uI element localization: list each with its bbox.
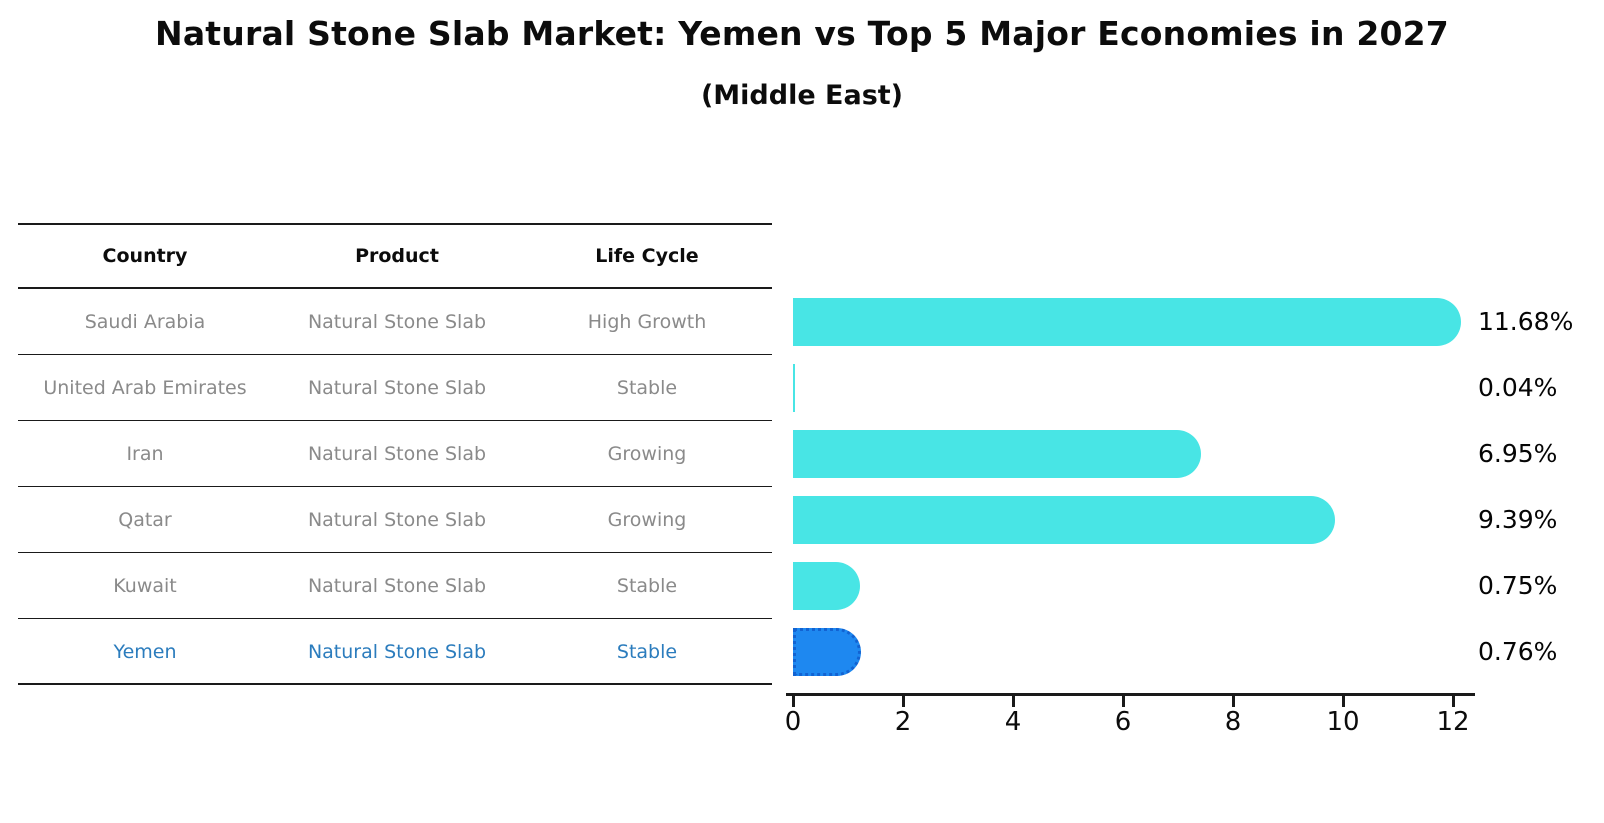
value-label-united-arab-emirates: 0.04% <box>1478 373 1558 402</box>
table-separator-line <box>18 353 772 355</box>
x-axis-tick <box>901 696 905 707</box>
cell-life-cycle: Stable <box>616 641 678 663</box>
x-axis-tick-label: 12 <box>1436 707 1470 737</box>
table-header-product: Product <box>355 245 439 267</box>
cell-country: Kuwait <box>113 575 177 597</box>
table-row-united-arab-emirates: United Arab Emirates Natural Stone Slab St… <box>18 355 772 421</box>
value-label-iran: 6.95% <box>1478 439 1558 468</box>
table-header-country: Country <box>102 245 188 267</box>
bar-qatar <box>793 496 1336 544</box>
table-separator-line <box>18 223 772 225</box>
x-axis-tick <box>1341 696 1345 707</box>
bar-kuwait <box>793 562 861 610</box>
table-row-qatar: Qatar Natural Stone Slab Growing <box>18 487 772 553</box>
cell-country: Qatar <box>118 509 172 531</box>
value-label-yemen: 0.76% <box>1478 637 1558 666</box>
x-axis-tick-label: 8 <box>1224 707 1242 737</box>
cell-life-cycle: Growing <box>607 509 687 531</box>
cell-country: United Arab Emirates <box>43 377 247 399</box>
cell-country: Yemen <box>113 641 177 663</box>
table-separator-line <box>18 617 772 619</box>
bar-saudi-arabia <box>793 298 1462 346</box>
bar-iran <box>793 430 1202 478</box>
cell-product: Natural Stone Slab <box>307 311 487 333</box>
table-row-saudi-arabia: Saudi Arabia Natural Stone Slab High Growt… <box>18 289 772 355</box>
cell-life-cycle: Stable <box>616 575 678 597</box>
value-label-qatar: 9.39% <box>1478 505 1558 534</box>
table-row-yemen: Yemen Natural Stone Slab Stable <box>18 619 772 685</box>
x-axis-tick <box>1231 696 1235 707</box>
x-axis-tick-label: 6 <box>1114 707 1132 737</box>
x-axis-tick <box>1121 696 1125 707</box>
table-separator-line <box>18 287 772 289</box>
cell-product: Natural Stone Slab <box>307 641 487 663</box>
table-separator-line <box>18 485 772 487</box>
bar-highlight-yemen <box>793 628 861 676</box>
table-row-iran: Iran Natural Stone Slab Growing <box>18 421 772 487</box>
x-axis-tick-label: 4 <box>1004 707 1022 737</box>
bar-united-arab-emirates <box>793 364 796 412</box>
cell-country: Iran <box>126 443 164 465</box>
cell-country: Saudi Arabia <box>84 311 206 333</box>
cell-product: Natural Stone Slab <box>307 377 487 399</box>
value-label-kuwait: 0.75% <box>1478 571 1558 600</box>
cell-product: Natural Stone Slab <box>307 509 487 531</box>
country-table: Country Product Life Cycle Saudi Arabia N… <box>18 223 772 685</box>
table-header-life-cycle: Life Cycle <box>595 245 699 267</box>
x-axis-line <box>786 693 1475 696</box>
table-row-kuwait: Kuwait Natural Stone Slab Stable <box>18 553 772 619</box>
x-axis-tick <box>1011 696 1015 707</box>
cell-product: Natural Stone Slab <box>307 575 487 597</box>
table-separator-line <box>18 551 772 553</box>
cell-life-cycle: Stable <box>616 377 678 399</box>
x-axis-tick <box>791 696 795 707</box>
cell-life-cycle: High Growth <box>587 311 707 333</box>
cell-life-cycle: Growing <box>607 443 687 465</box>
x-axis-tick <box>1451 696 1455 707</box>
value-label-saudi-arabia: 11.68% <box>1478 307 1574 336</box>
table-header-row: Country Product Life Cycle <box>18 223 772 289</box>
x-axis-tick-label: 2 <box>894 707 912 737</box>
chart-title: Natural Stone Slab Market: Yemen vs Top … <box>155 14 1449 53</box>
cell-product: Natural Stone Slab <box>307 443 487 465</box>
table-separator-line <box>18 419 772 421</box>
x-axis-tick-label: 0 <box>784 707 802 737</box>
chart-subtitle: (Middle East) <box>700 80 904 111</box>
x-axis-tick-label: 10 <box>1326 707 1360 737</box>
table-separator-line <box>18 683 772 685</box>
